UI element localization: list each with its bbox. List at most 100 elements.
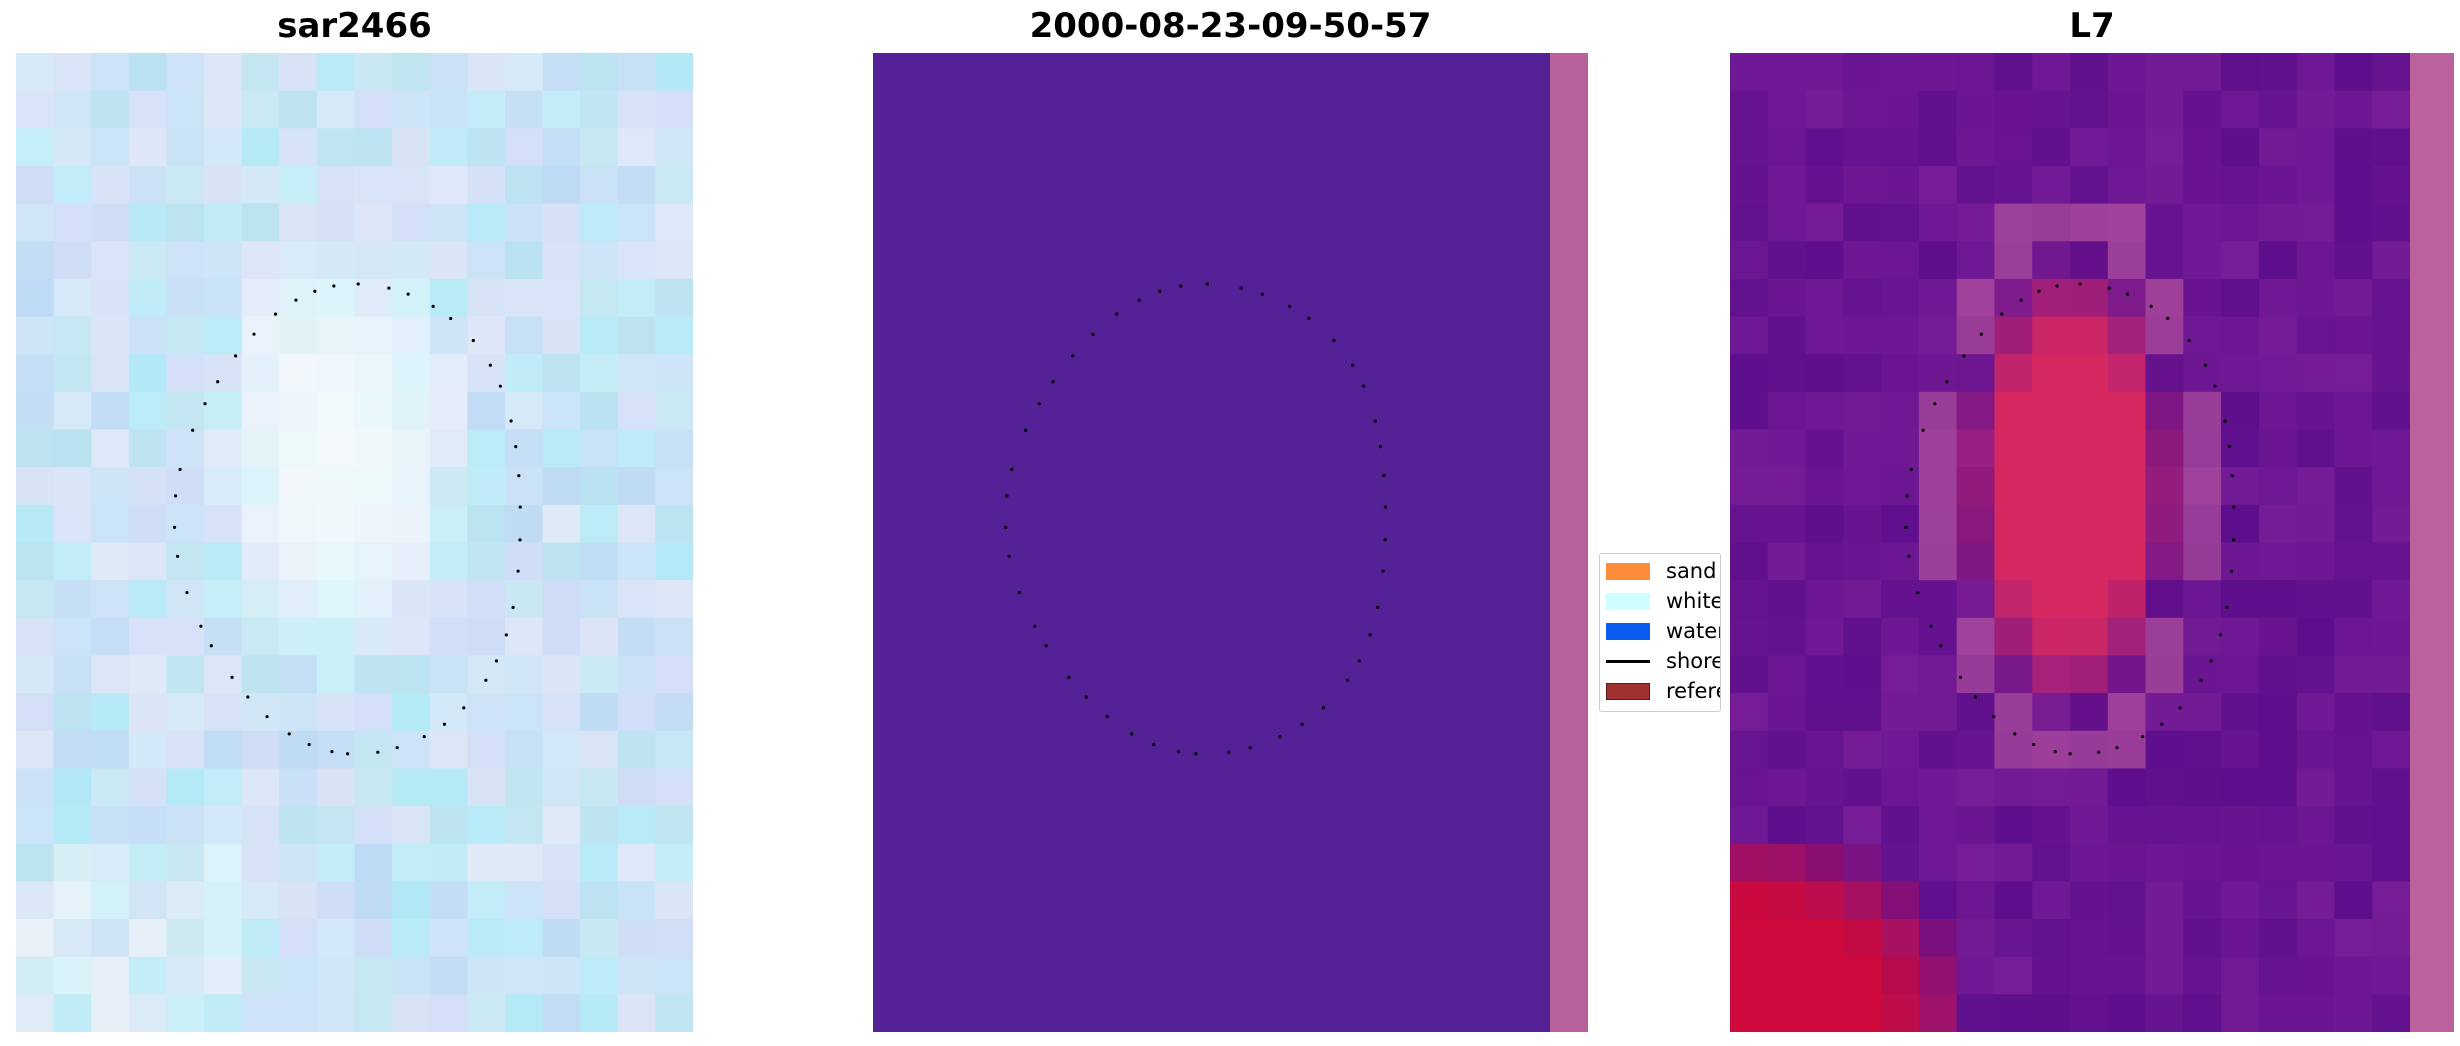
pixel	[2107, 429, 2147, 468]
pixel	[1767, 316, 1807, 355]
pixel	[2221, 316, 2260, 355]
pixel	[241, 580, 280, 619]
pixel	[429, 655, 468, 694]
pixel	[1956, 429, 1996, 468]
pixel	[128, 391, 168, 431]
pixel	[2334, 956, 2373, 995]
pixel	[1994, 278, 2033, 318]
pixel	[542, 580, 581, 619]
pixel	[204, 655, 243, 694]
pixel	[1918, 278, 1958, 318]
pixel	[1994, 90, 2033, 129]
pixel	[1805, 165, 1844, 205]
shoreline-point	[199, 624, 203, 628]
pixel	[2296, 994, 2336, 1032]
pixel	[16, 53, 55, 92]
pixel	[204, 316, 243, 355]
shoreline-point	[488, 363, 492, 367]
pixel	[1994, 391, 2033, 431]
pixel	[542, 730, 581, 770]
pixel	[1994, 542, 2033, 581]
pixel	[53, 655, 92, 694]
pixel	[1843, 316, 1882, 355]
pixel	[2145, 693, 2184, 732]
pixel	[2296, 429, 2336, 468]
pixel	[504, 617, 544, 657]
pixel	[1805, 53, 1844, 92]
pixel	[2183, 994, 2222, 1032]
pixel	[392, 542, 431, 581]
pixel	[204, 919, 243, 958]
shoreline-point	[2230, 474, 2234, 478]
pixel	[2221, 128, 2260, 167]
pixel	[429, 919, 468, 958]
pixel	[354, 241, 393, 280]
pixel	[1730, 542, 1769, 581]
pixel	[53, 203, 92, 242]
pixel	[2296, 843, 2336, 882]
pixel	[128, 768, 168, 807]
pixel	[53, 806, 92, 845]
shoreline-point	[252, 332, 256, 336]
pixel	[1994, 994, 2033, 1032]
pixel	[2107, 580, 2147, 619]
shoreline-point	[287, 732, 291, 736]
shoreline-point	[216, 380, 220, 384]
shoreline-point	[431, 304, 435, 308]
pixel	[617, 165, 656, 205]
pixel	[1881, 617, 1920, 657]
pixel	[542, 693, 581, 732]
shoreline-point	[1137, 298, 1141, 302]
pixel	[279, 316, 318, 355]
pixel	[2032, 316, 2071, 355]
pixel	[91, 693, 130, 732]
pixel	[241, 90, 280, 129]
legend-swatch-whitewater	[1606, 592, 1650, 610]
pixel	[392, 241, 431, 280]
pixel	[504, 165, 544, 205]
pixel	[53, 881, 92, 920]
pixel	[2372, 919, 2411, 958]
shoreline-point	[1921, 428, 1925, 432]
pixel	[91, 354, 130, 393]
pixel	[504, 467, 544, 506]
pixel	[16, 655, 55, 694]
pixel	[2296, 580, 2336, 619]
shoreline-point	[2115, 746, 2119, 750]
pixel	[1994, 165, 2033, 205]
pixel	[2296, 391, 2336, 431]
pixel	[1805, 580, 1844, 619]
pixel	[2334, 316, 2373, 355]
pixel	[392, 278, 431, 318]
pixel	[166, 354, 205, 393]
pixel	[316, 730, 356, 770]
pixel	[2032, 768, 2071, 807]
pixel	[16, 956, 55, 995]
pixel	[204, 693, 243, 732]
legend-label: water	[1666, 619, 1721, 643]
pixel	[2183, 956, 2222, 995]
pixel	[1918, 730, 1958, 770]
shoreline-point	[1278, 735, 1282, 739]
pixel	[467, 542, 506, 581]
legend-item-sand: sand	[1606, 558, 1716, 584]
pixel	[1956, 730, 1996, 770]
shoreline-point	[185, 590, 189, 595]
pixel	[2334, 429, 2373, 468]
pixel	[279, 90, 318, 129]
pixel	[279, 542, 318, 581]
pixel	[1956, 580, 1996, 619]
shoreline-point	[2213, 384, 2217, 388]
shoreline-point	[2225, 605, 2229, 609]
pixel	[2032, 655, 2071, 694]
pixel	[53, 994, 92, 1032]
pixel	[504, 881, 544, 920]
pixel	[580, 90, 619, 129]
pixel	[2221, 90, 2260, 129]
pixel	[2032, 542, 2071, 581]
pixel	[2032, 693, 2071, 732]
pixel	[1767, 165, 1807, 205]
pixel	[2334, 504, 2373, 544]
pixel	[2221, 843, 2260, 882]
pixel	[2032, 467, 2071, 506]
